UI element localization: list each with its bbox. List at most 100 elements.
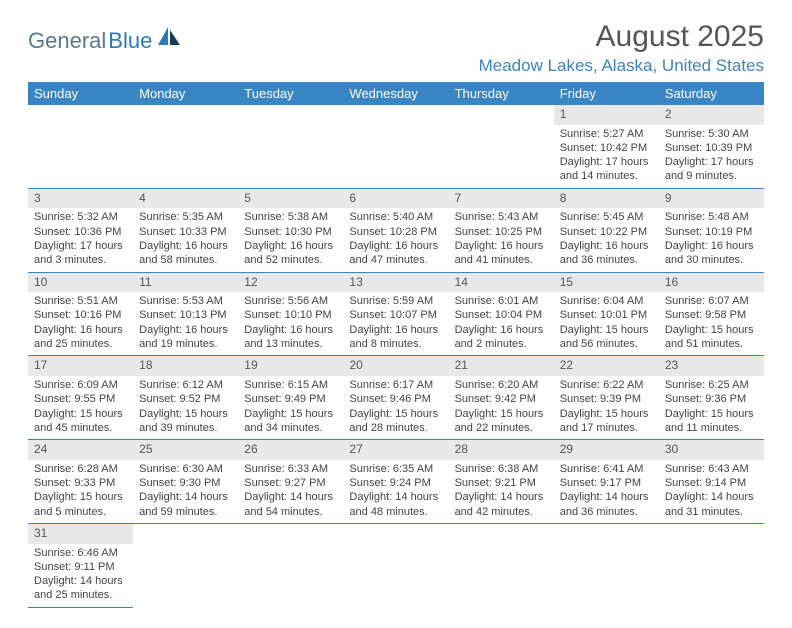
day-details: Sunrise: 6:25 AMSunset: 9:36 PMDaylight:… <box>659 376 764 439</box>
day-number: 12 <box>238 273 343 293</box>
day-details: Sunrise: 6:43 AMSunset: 9:14 PMDaylight:… <box>659 460 764 523</box>
day-details: Sunrise: 6:09 AMSunset: 9:55 PMDaylight:… <box>28 376 133 439</box>
day-number: 19 <box>238 356 343 376</box>
weekday-header: Sunday <box>28 82 133 105</box>
calendar-day-cell: 25Sunrise: 6:30 AMSunset: 9:30 PMDayligh… <box>133 440 238 524</box>
calendar-day-cell: 29Sunrise: 6:41 AMSunset: 9:17 PMDayligh… <box>554 440 659 524</box>
day-number: 8 <box>554 189 659 209</box>
calendar-day-cell: 27Sunrise: 6:35 AMSunset: 9:24 PMDayligh… <box>343 440 448 524</box>
calendar-day-cell: 19Sunrise: 6:15 AMSunset: 9:49 PMDayligh… <box>238 356 343 440</box>
day-number: 17 <box>28 356 133 376</box>
calendar-day-cell: 26Sunrise: 6:33 AMSunset: 9:27 PMDayligh… <box>238 440 343 524</box>
day-details: Sunrise: 5:59 AMSunset: 10:07 PMDaylight… <box>343 292 448 355</box>
calendar-day-cell <box>343 523 448 607</box>
calendar-day-cell: 11Sunrise: 5:53 AMSunset: 10:13 PMDaylig… <box>133 272 238 356</box>
calendar-day-cell: 8Sunrise: 5:45 AMSunset: 10:22 PMDayligh… <box>554 188 659 272</box>
day-details: Sunrise: 5:40 AMSunset: 10:28 PMDaylight… <box>343 208 448 271</box>
day-number: 13 <box>343 273 448 293</box>
calendar-day-cell: 1Sunrise: 5:27 AMSunset: 10:42 PMDayligh… <box>554 105 659 188</box>
calendar-day-cell: 2Sunrise: 5:30 AMSunset: 10:39 PMDayligh… <box>659 105 764 188</box>
weekday-header-row: SundayMondayTuesdayWednesdayThursdayFrid… <box>28 82 764 105</box>
day-number: 31 <box>28 524 133 544</box>
calendar-day-cell: 10Sunrise: 5:51 AMSunset: 10:16 PMDaylig… <box>28 272 133 356</box>
calendar-day-cell: 7Sunrise: 5:43 AMSunset: 10:25 PMDayligh… <box>449 188 554 272</box>
day-details: Sunrise: 6:35 AMSunset: 9:24 PMDaylight:… <box>343 460 448 523</box>
calendar-day-cell: 22Sunrise: 6:22 AMSunset: 9:39 PMDayligh… <box>554 356 659 440</box>
calendar-day-cell: 4Sunrise: 5:35 AMSunset: 10:33 PMDayligh… <box>133 188 238 272</box>
calendar-day-cell: 17Sunrise: 6:09 AMSunset: 9:55 PMDayligh… <box>28 356 133 440</box>
day-details: Sunrise: 6:30 AMSunset: 9:30 PMDaylight:… <box>133 460 238 523</box>
day-number: 26 <box>238 440 343 460</box>
calendar-day-cell: 15Sunrise: 6:04 AMSunset: 10:01 PMDaylig… <box>554 272 659 356</box>
weekday-header: Monday <box>133 82 238 105</box>
calendar-day-cell: 12Sunrise: 5:56 AMSunset: 10:10 PMDaylig… <box>238 272 343 356</box>
calendar-day-cell: 31Sunrise: 6:46 AMSunset: 9:11 PMDayligh… <box>28 523 133 607</box>
calendar-day-cell: 30Sunrise: 6:43 AMSunset: 9:14 PMDayligh… <box>659 440 764 524</box>
title-block: August 2025 Meadow Lakes, Alaska, United… <box>479 20 764 76</box>
day-details: Sunrise: 5:53 AMSunset: 10:13 PMDaylight… <box>133 292 238 355</box>
day-details: Sunrise: 5:43 AMSunset: 10:25 PMDaylight… <box>449 208 554 271</box>
calendar-day-cell <box>449 105 554 188</box>
day-details: Sunrise: 5:56 AMSunset: 10:10 PMDaylight… <box>238 292 343 355</box>
day-details: Sunrise: 5:45 AMSunset: 10:22 PMDaylight… <box>554 208 659 271</box>
day-details: Sunrise: 6:12 AMSunset: 9:52 PMDaylight:… <box>133 376 238 439</box>
calendar-day-cell <box>449 523 554 607</box>
logo-sail-icon <box>156 25 182 52</box>
calendar-day-cell <box>238 105 343 188</box>
day-number: 9 <box>659 189 764 209</box>
calendar-day-cell: 6Sunrise: 5:40 AMSunset: 10:28 PMDayligh… <box>343 188 448 272</box>
calendar-day-cell <box>343 105 448 188</box>
calendar-day-cell: 16Sunrise: 6:07 AMSunset: 9:58 PMDayligh… <box>659 272 764 356</box>
day-number: 4 <box>133 189 238 209</box>
day-number: 7 <box>449 189 554 209</box>
calendar-day-cell: 5Sunrise: 5:38 AMSunset: 10:30 PMDayligh… <box>238 188 343 272</box>
header: GeneralBlue August 2025 Meadow Lakes, Al… <box>28 20 764 76</box>
day-number: 21 <box>449 356 554 376</box>
weekday-header: Tuesday <box>238 82 343 105</box>
day-details: Sunrise: 6:20 AMSunset: 9:42 PMDaylight:… <box>449 376 554 439</box>
weekday-header: Thursday <box>449 82 554 105</box>
day-details: Sunrise: 5:35 AMSunset: 10:33 PMDaylight… <box>133 208 238 271</box>
day-number: 20 <box>343 356 448 376</box>
day-details: Sunrise: 5:38 AMSunset: 10:30 PMDaylight… <box>238 208 343 271</box>
logo: GeneralBlue <box>28 28 182 54</box>
day-details: Sunrise: 6:33 AMSunset: 9:27 PMDaylight:… <box>238 460 343 523</box>
calendar-week-row: 17Sunrise: 6:09 AMSunset: 9:55 PMDayligh… <box>28 356 764 440</box>
calendar-week-row: 31Sunrise: 6:46 AMSunset: 9:11 PMDayligh… <box>28 523 764 607</box>
calendar-day-cell: 18Sunrise: 6:12 AMSunset: 9:52 PMDayligh… <box>133 356 238 440</box>
day-number: 22 <box>554 356 659 376</box>
logo-text-1: General <box>28 28 106 54</box>
day-details: Sunrise: 6:41 AMSunset: 9:17 PMDaylight:… <box>554 460 659 523</box>
day-number: 15 <box>554 273 659 293</box>
calendar-day-cell: 14Sunrise: 6:01 AMSunset: 10:04 PMDaylig… <box>449 272 554 356</box>
day-details: Sunrise: 6:04 AMSunset: 10:01 PMDaylight… <box>554 292 659 355</box>
day-number: 14 <box>449 273 554 293</box>
calendar-week-row: 3Sunrise: 5:32 AMSunset: 10:36 PMDayligh… <box>28 188 764 272</box>
calendar-day-cell: 23Sunrise: 6:25 AMSunset: 9:36 PMDayligh… <box>659 356 764 440</box>
calendar-day-cell <box>238 523 343 607</box>
weekday-header: Friday <box>554 82 659 105</box>
calendar-day-cell: 21Sunrise: 6:20 AMSunset: 9:42 PMDayligh… <box>449 356 554 440</box>
calendar-day-cell: 9Sunrise: 5:48 AMSunset: 10:19 PMDayligh… <box>659 188 764 272</box>
day-details: Sunrise: 6:01 AMSunset: 10:04 PMDaylight… <box>449 292 554 355</box>
day-number: 16 <box>659 273 764 293</box>
day-details: Sunrise: 6:07 AMSunset: 9:58 PMDaylight:… <box>659 292 764 355</box>
day-number: 10 <box>28 273 133 293</box>
weekday-header: Wednesday <box>343 82 448 105</box>
calendar-day-cell: 28Sunrise: 6:38 AMSunset: 9:21 PMDayligh… <box>449 440 554 524</box>
day-number: 18 <box>133 356 238 376</box>
day-number: 25 <box>133 440 238 460</box>
day-details: Sunrise: 5:30 AMSunset: 10:39 PMDaylight… <box>659 125 764 188</box>
calendar-table: SundayMondayTuesdayWednesdayThursdayFrid… <box>28 82 764 608</box>
day-number: 1 <box>554 105 659 125</box>
weekday-header: Saturday <box>659 82 764 105</box>
day-details: Sunrise: 6:46 AMSunset: 9:11 PMDaylight:… <box>28 544 133 607</box>
day-details: Sunrise: 6:28 AMSunset: 9:33 PMDaylight:… <box>28 460 133 523</box>
day-number: 3 <box>28 189 133 209</box>
day-number: 23 <box>659 356 764 376</box>
day-number: 29 <box>554 440 659 460</box>
day-details: Sunrise: 6:17 AMSunset: 9:46 PMDaylight:… <box>343 376 448 439</box>
calendar-week-row: 24Sunrise: 6:28 AMSunset: 9:33 PMDayligh… <box>28 440 764 524</box>
calendar-day-cell: 13Sunrise: 5:59 AMSunset: 10:07 PMDaylig… <box>343 272 448 356</box>
day-details: Sunrise: 6:22 AMSunset: 9:39 PMDaylight:… <box>554 376 659 439</box>
